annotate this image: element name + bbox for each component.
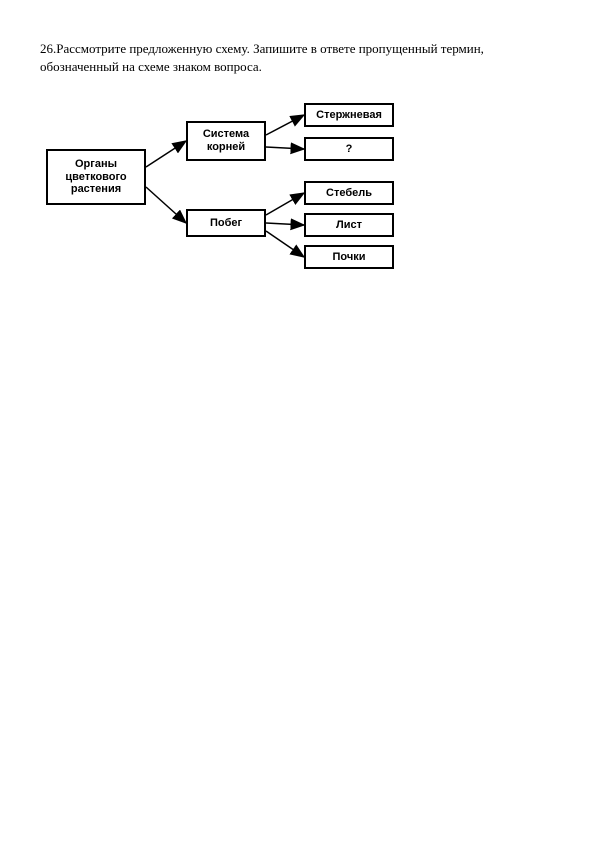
- node-leaf-leaf: Лист: [304, 213, 394, 237]
- question-number: 26.: [40, 41, 56, 56]
- node-leaf-stem: Стебель: [304, 181, 394, 205]
- node-leaf-buds: Почки: [304, 245, 394, 269]
- node-leaf-taproot: Стержневая: [304, 103, 394, 127]
- node-leaf-question: ?: [304, 137, 394, 161]
- node-root-system: Система корней: [186, 121, 266, 161]
- diagram: Органы цветкового растения Система корне…: [46, 91, 406, 291]
- question-body: Рассмотрите предложенную схему. Запишите…: [40, 41, 484, 74]
- node-shoot: Побег: [186, 209, 266, 237]
- page: 26.Рассмотрите предложенную схему. Запиш…: [0, 0, 595, 842]
- question-text: 26.Рассмотрите предложенную схему. Запиш…: [40, 40, 555, 75]
- node-root: Органы цветкового растения: [46, 149, 146, 205]
